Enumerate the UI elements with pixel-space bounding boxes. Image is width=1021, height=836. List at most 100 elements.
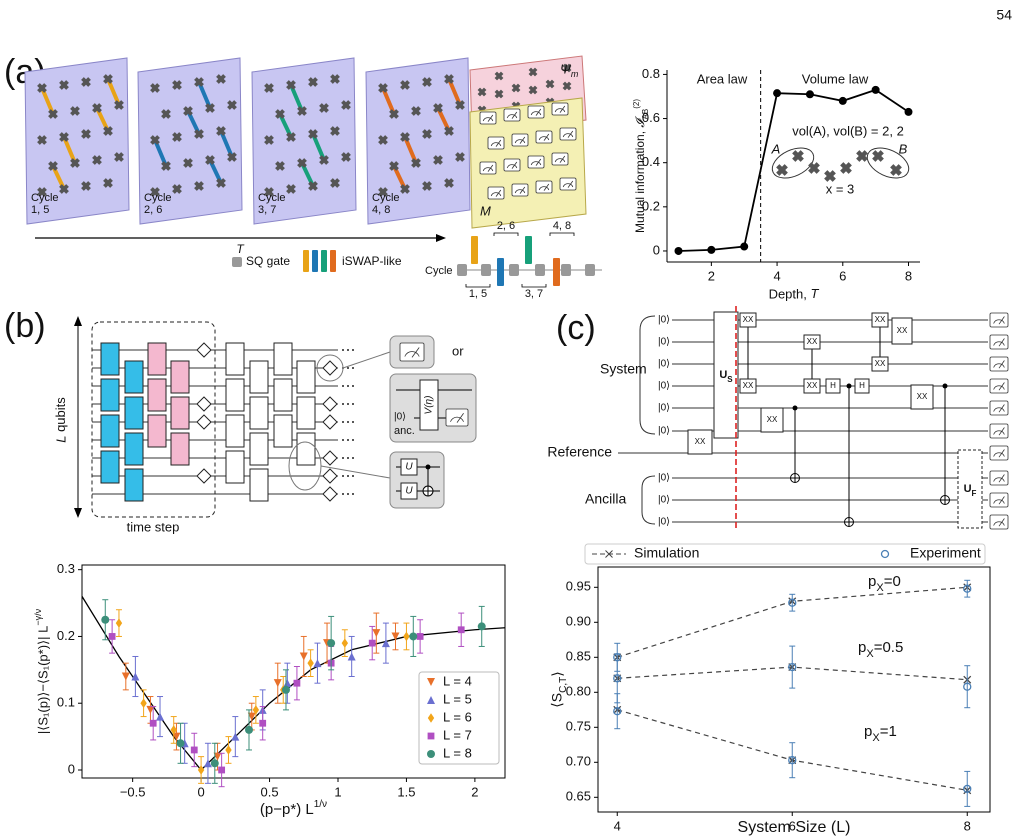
qubit-arm xyxy=(400,132,410,142)
meter-needle xyxy=(567,130,574,138)
gate xyxy=(147,342,167,376)
qubit-arm xyxy=(59,132,69,142)
data-point xyxy=(281,685,290,694)
text-part: AB xyxy=(641,109,650,120)
qubit xyxy=(216,74,226,84)
qubit xyxy=(59,184,69,194)
data-point xyxy=(156,712,165,721)
qubit xyxy=(297,106,307,116)
qubit xyxy=(511,83,521,93)
qubit xyxy=(319,103,329,113)
meter-arc xyxy=(506,164,518,169)
ket-label: |0⟩ xyxy=(658,473,670,484)
qubit-arm xyxy=(308,129,318,139)
meter-arc xyxy=(993,363,1005,368)
qubit xyxy=(308,129,318,139)
meter-needle xyxy=(998,496,1005,505)
gate xyxy=(249,432,269,466)
qubit xyxy=(319,155,329,165)
annotation: Area law xyxy=(697,71,748,86)
qubit-arm xyxy=(389,161,399,171)
exp-point xyxy=(788,598,797,607)
qubit xyxy=(455,100,465,110)
qubit-arm xyxy=(81,181,91,191)
meter-needle xyxy=(559,105,566,113)
data-point xyxy=(457,626,465,634)
qubit xyxy=(286,132,296,142)
qubit xyxy=(81,129,91,139)
ellipsis-dot xyxy=(347,421,349,423)
meter-arc xyxy=(482,167,494,172)
data-point xyxy=(403,631,410,642)
qubit xyxy=(297,158,307,168)
data-point xyxy=(213,752,222,761)
data-point xyxy=(210,759,219,768)
qubit xyxy=(194,181,204,191)
measure-diamond xyxy=(322,468,338,484)
data-point xyxy=(273,679,282,688)
cycle-label: Cycle xyxy=(372,192,400,204)
data-point xyxy=(245,725,254,734)
meter xyxy=(399,342,425,362)
qubit xyxy=(840,162,852,174)
data-point xyxy=(327,639,336,648)
gate xyxy=(124,360,144,394)
meter-needle xyxy=(998,427,1005,436)
qubit xyxy=(183,158,193,168)
meter-needle xyxy=(495,139,502,147)
cycle-plane xyxy=(365,57,471,225)
y-tick-label: 0 xyxy=(653,242,660,257)
plot-frame xyxy=(81,564,506,779)
qubit xyxy=(59,80,69,90)
bracket xyxy=(521,284,547,288)
meter-arc xyxy=(404,351,420,357)
legend-marker xyxy=(605,550,613,558)
meter-arc xyxy=(490,192,502,197)
qubit-arm xyxy=(92,155,102,165)
qubit-arm xyxy=(264,187,274,197)
data-point xyxy=(293,679,301,687)
x-tick-label: 6 xyxy=(839,268,846,283)
qubit xyxy=(389,161,399,171)
gate xyxy=(225,342,245,376)
qubit xyxy=(172,132,182,142)
data-point xyxy=(121,672,130,681)
meter-needle xyxy=(998,404,1005,413)
y-tick-label: 0.4 xyxy=(642,154,660,169)
legend-label: Experiment xyxy=(910,545,981,561)
x-tick-label: 4 xyxy=(614,818,621,833)
cycle-label: 2, 6 xyxy=(144,204,162,216)
qubit-arm xyxy=(161,161,171,171)
legend-box xyxy=(584,543,986,565)
x-tick-label: 0 xyxy=(197,784,204,799)
arrow-head xyxy=(436,234,446,242)
ket-label: |0⟩ xyxy=(658,495,670,506)
gate-label: XX xyxy=(917,392,928,401)
qubit-arm xyxy=(48,161,58,171)
data-point xyxy=(347,652,356,661)
qubit-arm xyxy=(341,100,351,110)
qubit-arm xyxy=(776,164,788,176)
qubit-arm xyxy=(59,184,69,194)
qubit-arm xyxy=(562,81,572,91)
measure-diamond xyxy=(196,414,212,430)
data-point xyxy=(904,107,913,116)
sq-gate xyxy=(585,264,595,276)
meter-needle xyxy=(998,360,1005,369)
qubit xyxy=(562,63,572,73)
gate xyxy=(249,360,269,394)
error-bar xyxy=(789,742,796,779)
qubit xyxy=(183,106,193,116)
data-point xyxy=(381,639,390,648)
cycle-label: Cycle xyxy=(31,192,59,204)
text-part: =0 xyxy=(884,573,901,590)
qubit xyxy=(172,184,182,194)
qubit xyxy=(444,178,454,188)
data-point xyxy=(190,746,198,754)
y-tick-label: 0.2 xyxy=(642,198,660,213)
annotation: pX=0 xyxy=(868,573,901,594)
gate-label: XX xyxy=(743,315,754,324)
iswap-icon xyxy=(321,250,327,272)
qubit xyxy=(341,152,351,162)
panel-label: (c) xyxy=(556,309,596,347)
